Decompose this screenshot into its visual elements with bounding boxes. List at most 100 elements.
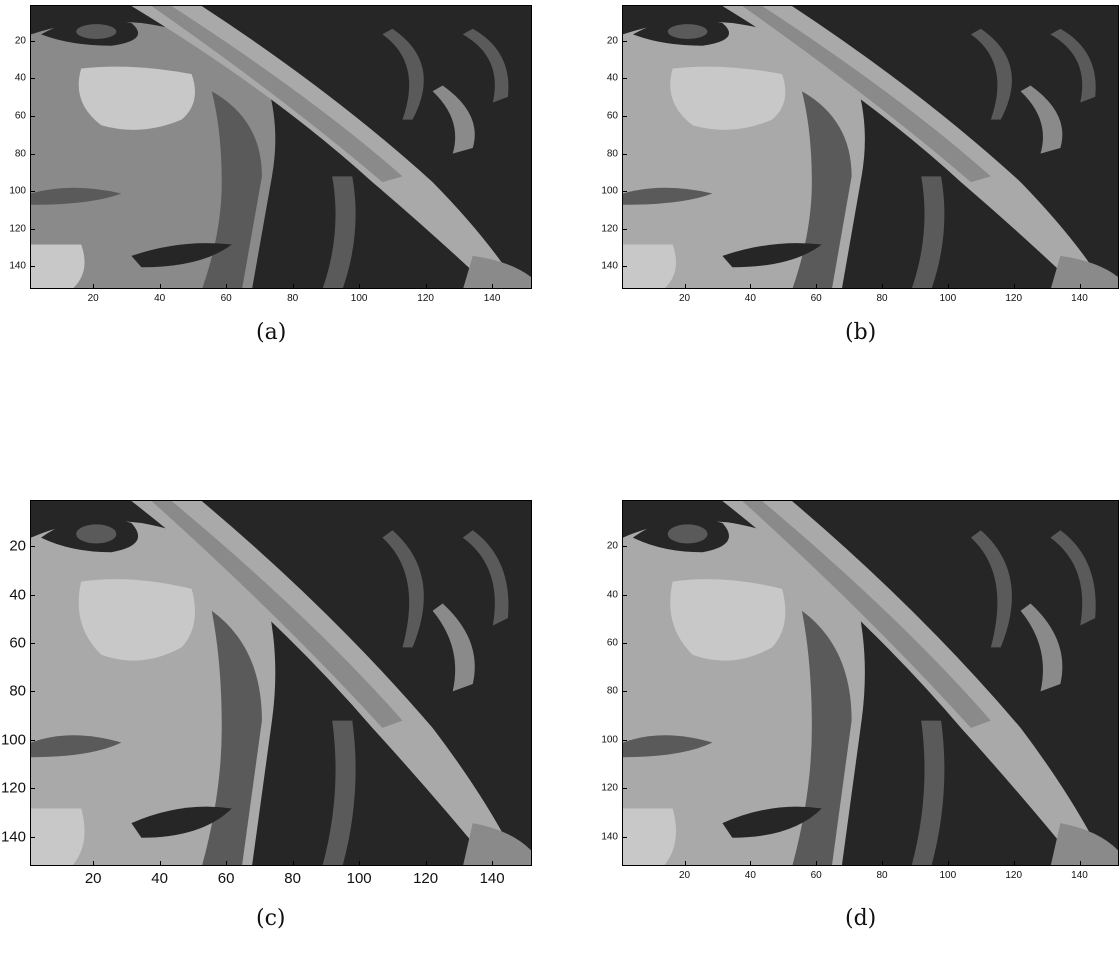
segment-region <box>792 91 852 288</box>
segment-region <box>322 720 356 865</box>
x-tick-mark <box>93 284 95 289</box>
segment-region <box>151 501 403 728</box>
x-tick-mark <box>159 284 161 289</box>
segment-region <box>31 187 122 205</box>
y-tick-label: 40 <box>14 72 26 84</box>
x-tick-label: 140 <box>479 870 505 887</box>
segment-region <box>623 244 676 288</box>
y-tick-mark <box>622 115 627 117</box>
x-tick-mark <box>882 284 884 289</box>
segment-region <box>623 808 677 865</box>
segment-region <box>78 579 195 661</box>
x-tick-label: 20 <box>678 870 691 881</box>
segment-region <box>970 530 1012 648</box>
y-tick-label: 120 <box>601 223 618 235</box>
segment-region <box>667 524 708 544</box>
segment-region <box>667 24 708 39</box>
y-tick-mark <box>30 191 35 193</box>
x-tick-mark <box>226 284 228 289</box>
x-tick-label: 40 <box>744 293 756 304</box>
y-tick-mark <box>30 228 35 230</box>
segmented-image-b <box>622 5 1119 289</box>
y-tick-label: 140 <box>0 828 26 846</box>
segment-region <box>742 501 991 728</box>
portrait-segmentation <box>623 501 1118 865</box>
segment-region <box>670 579 786 661</box>
segment-region <box>31 244 85 288</box>
x-tick-mark <box>359 284 361 289</box>
y-tick-mark <box>622 78 627 80</box>
x-tick-mark <box>93 861 95 866</box>
y-tick-label: 20 <box>9 537 26 555</box>
y-tick-label: 120 <box>0 779 26 797</box>
x-tick-label: 120 <box>1005 870 1023 881</box>
x-tick-mark <box>492 284 494 289</box>
y-tick-label: 120 <box>601 782 618 794</box>
x-tick-mark <box>1079 861 1081 866</box>
y-tick-mark <box>622 546 627 548</box>
y-tick-mark <box>622 594 627 596</box>
segment-region <box>131 501 513 865</box>
segment-region <box>322 176 356 288</box>
x-tick-mark <box>359 861 361 866</box>
x-tick-mark <box>947 284 949 289</box>
segment-region <box>131 243 232 268</box>
segment-region <box>31 735 122 758</box>
segmented-image-d <box>622 500 1119 866</box>
y-tick-mark <box>30 153 35 155</box>
y-tick-label: 60 <box>606 637 618 649</box>
segment-region <box>202 91 262 288</box>
y-tick-label: 100 <box>0 731 26 749</box>
x-tick-label: 80 <box>287 293 299 304</box>
segment-region <box>1050 28 1096 103</box>
portrait-segmentation <box>623 6 1118 288</box>
y-tick-mark <box>622 153 627 155</box>
x-tick-mark <box>882 861 884 866</box>
segment-region <box>78 66 195 130</box>
segment-region <box>911 176 945 288</box>
y-tick-mark <box>30 266 35 268</box>
x-tick-mark <box>159 861 161 866</box>
y-tick-label: 20 <box>14 35 26 47</box>
segment-region <box>462 530 509 626</box>
segment-region <box>463 255 531 288</box>
segment-region <box>432 85 475 154</box>
x-tick-label: 140 <box>1071 870 1088 881</box>
x-tick-label: 80 <box>876 293 888 304</box>
y-tick-label: 120 <box>9 223 26 235</box>
x-tick-mark <box>750 284 752 289</box>
x-tick-mark <box>425 861 427 866</box>
x-tick-label: 140 <box>1071 293 1088 304</box>
y-tick-mark <box>622 228 627 230</box>
x-tick-mark <box>492 861 494 866</box>
caption-c: (c) <box>256 906 286 931</box>
segment-region <box>970 28 1012 120</box>
y-tick-mark <box>30 836 35 838</box>
segment-region <box>1051 255 1118 288</box>
x-tick-mark <box>816 861 818 866</box>
y-tick-mark <box>622 40 627 42</box>
segment-region <box>722 806 822 838</box>
y-tick-mark <box>30 788 35 790</box>
y-tick-label: 40 <box>606 589 618 601</box>
caption-a: (a) <box>256 320 287 345</box>
x-tick-label: 80 <box>876 870 888 881</box>
x-tick-label: 60 <box>217 870 235 887</box>
segment-region <box>76 524 117 544</box>
caption-b: (b) <box>845 320 877 345</box>
y-tick-label: 40 <box>9 586 26 604</box>
y-tick-label: 80 <box>14 148 26 160</box>
segment-region <box>382 28 424 120</box>
x-tick-mark <box>816 284 818 289</box>
x-tick-label: 120 <box>413 870 439 887</box>
y-tick-label: 20 <box>606 35 618 47</box>
y-tick-label: 140 <box>601 260 618 272</box>
y-tick-label: 100 <box>601 734 618 746</box>
x-tick-label: 60 <box>810 293 822 304</box>
y-tick-mark <box>622 191 627 193</box>
x-tick-label: 20 <box>678 293 691 304</box>
segmented-image-c <box>30 500 532 866</box>
segment-region <box>722 501 1101 865</box>
x-tick-label: 140 <box>483 293 501 304</box>
y-tick-label: 20 <box>606 540 618 552</box>
